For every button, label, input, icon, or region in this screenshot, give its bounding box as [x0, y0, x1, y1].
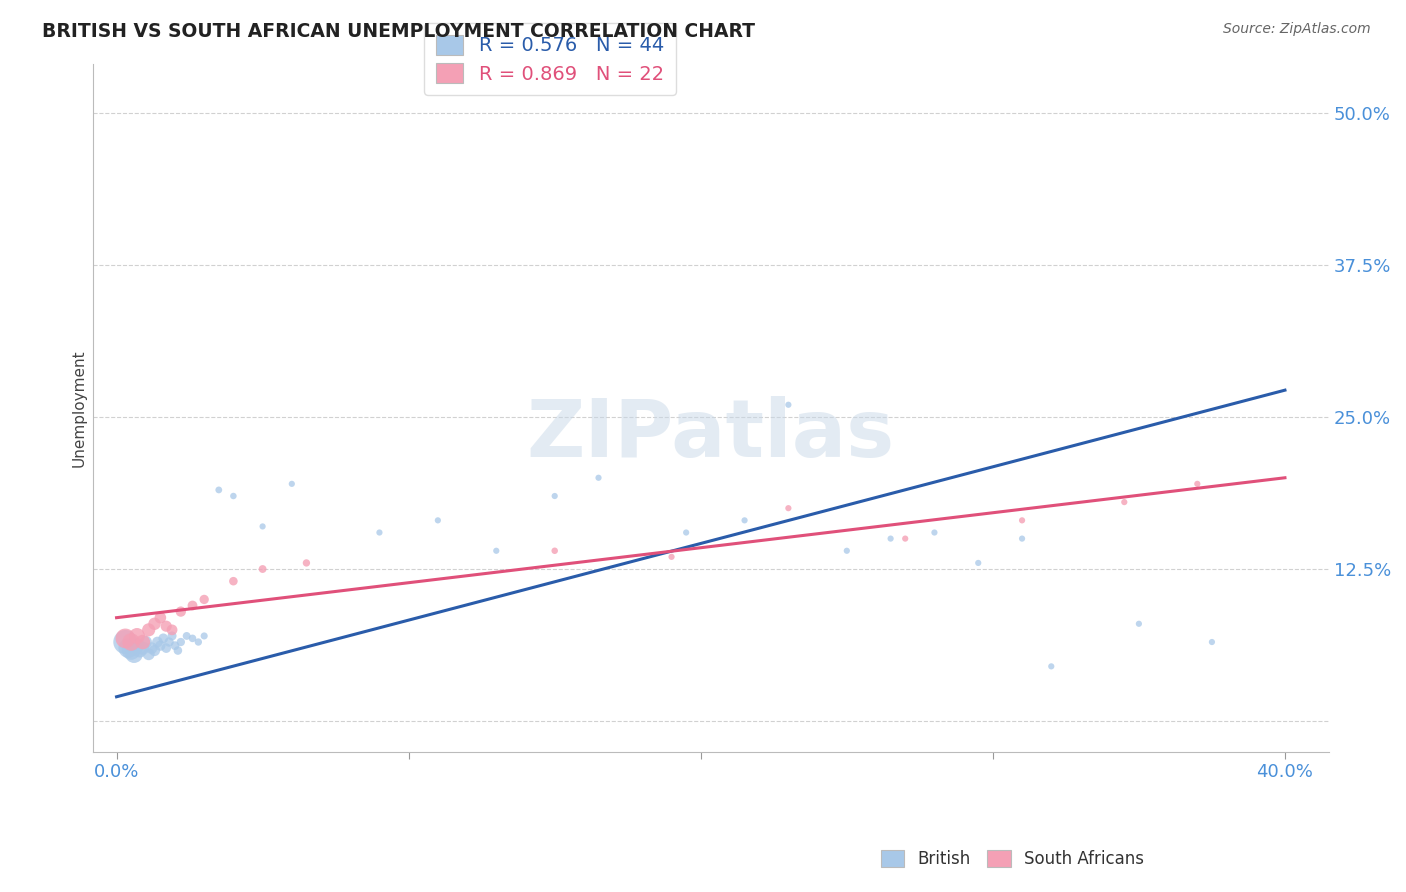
Point	[778, 398, 800, 412]
Point	[132, 635, 155, 649]
Point	[368, 525, 391, 540]
Point	[114, 635, 136, 649]
Point	[114, 632, 136, 646]
Point	[1128, 616, 1150, 631]
Point	[170, 605, 193, 619]
Point	[157, 635, 180, 649]
Point	[149, 610, 172, 624]
Point	[132, 641, 155, 656]
Text: ZIPatlas: ZIPatlas	[527, 396, 896, 475]
Point	[835, 543, 858, 558]
Point	[167, 643, 190, 657]
Point	[117, 641, 139, 656]
Point	[120, 635, 142, 649]
Point	[160, 629, 183, 643]
Point	[193, 592, 215, 607]
Point	[1011, 532, 1033, 546]
Point	[160, 623, 183, 637]
Point	[129, 643, 152, 657]
Point	[141, 641, 163, 656]
Point	[544, 543, 567, 558]
Y-axis label: Unemployment: Unemployment	[72, 349, 86, 467]
Point	[135, 635, 157, 649]
Point	[252, 562, 274, 576]
Point	[778, 501, 800, 516]
Point	[138, 623, 160, 637]
Point	[176, 629, 198, 643]
Point	[138, 647, 160, 661]
Point	[193, 629, 215, 643]
Text: Source: ZipAtlas.com: Source: ZipAtlas.com	[1223, 22, 1371, 37]
Legend: British, South Africans: British, South Africans	[875, 843, 1150, 875]
Point	[170, 635, 193, 649]
Point	[143, 643, 166, 657]
Point	[1187, 476, 1209, 491]
Point	[1011, 513, 1033, 527]
Point	[1040, 659, 1063, 673]
Point	[485, 543, 508, 558]
Point	[155, 641, 177, 656]
Point	[149, 639, 172, 653]
Point	[181, 632, 204, 646]
Point	[281, 476, 304, 491]
Point	[187, 635, 209, 649]
Point	[661, 549, 683, 564]
Point	[181, 599, 204, 613]
Point	[125, 629, 148, 643]
Point	[222, 574, 245, 589]
Point	[122, 647, 145, 661]
Point	[222, 489, 245, 503]
Point	[208, 483, 231, 497]
Point	[295, 556, 318, 570]
Point	[143, 616, 166, 631]
Point	[894, 532, 917, 546]
Point	[252, 519, 274, 533]
Point	[675, 525, 697, 540]
Point	[120, 643, 142, 657]
Point	[879, 532, 901, 546]
Point	[163, 639, 186, 653]
Point	[967, 556, 990, 570]
Point	[426, 513, 449, 527]
Point	[155, 619, 177, 633]
Point	[146, 635, 169, 649]
Point	[544, 489, 567, 503]
Point	[152, 632, 174, 646]
Point	[125, 639, 148, 653]
Point	[588, 471, 610, 485]
Point	[1114, 495, 1136, 509]
Point	[924, 525, 946, 540]
Point	[1201, 635, 1223, 649]
Text: BRITISH VS SOUTH AFRICAN UNEMPLOYMENT CORRELATION CHART: BRITISH VS SOUTH AFRICAN UNEMPLOYMENT CO…	[42, 22, 755, 41]
Point	[734, 513, 756, 527]
